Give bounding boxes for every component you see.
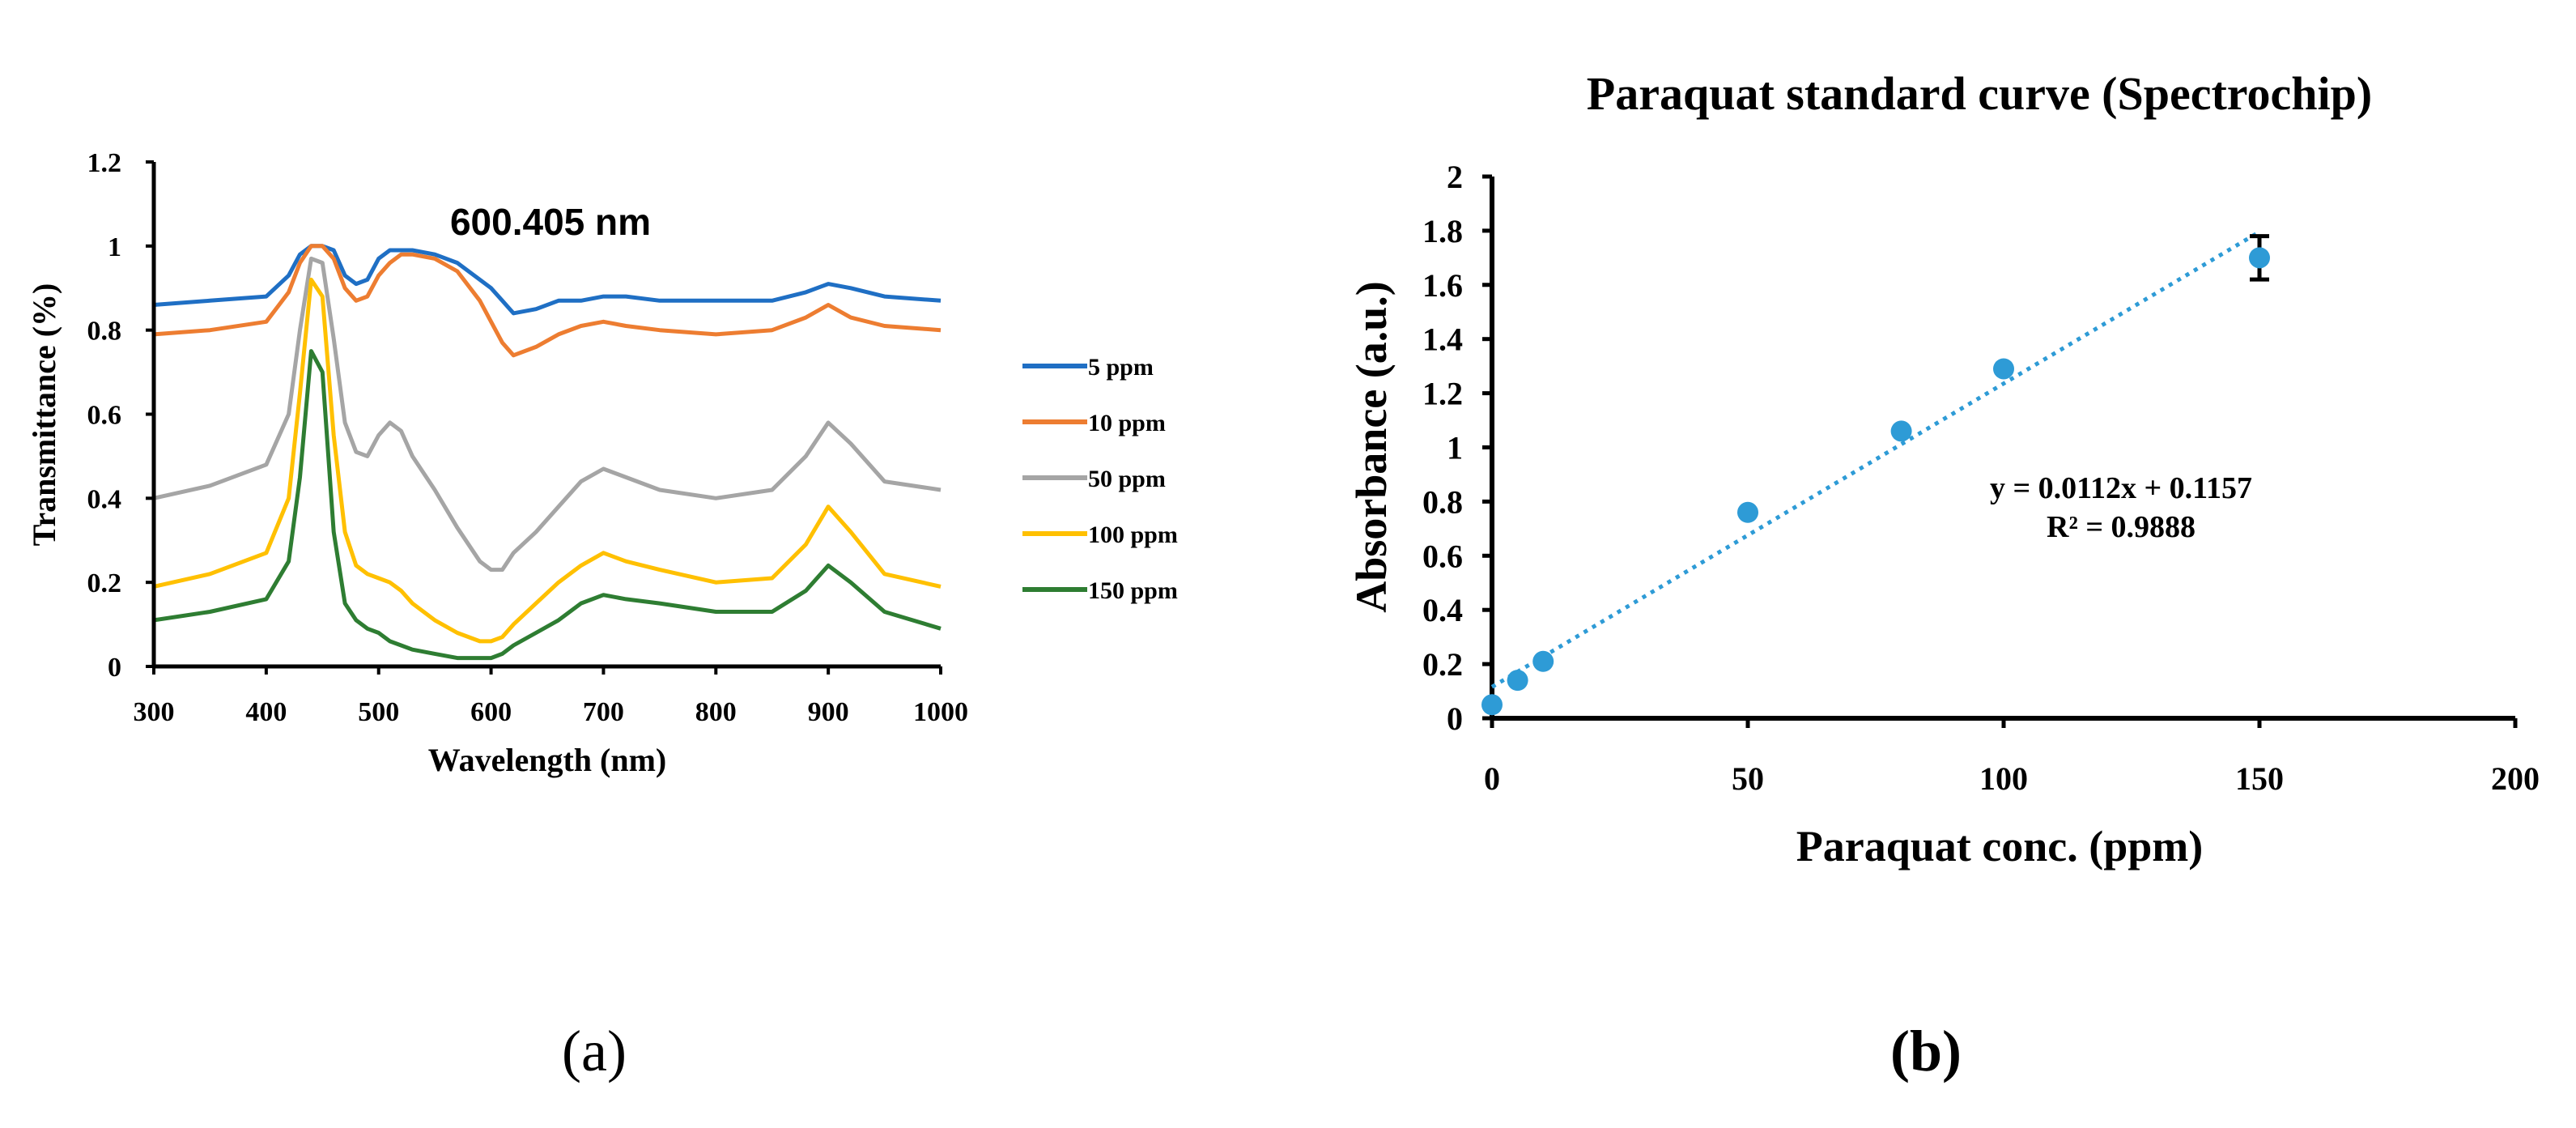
panel-a-x-tick-label: 700 [583, 697, 624, 727]
panel-b-equation: y = 0.0112x + 0.1157 [1990, 471, 2252, 505]
panel-a-y-tick-label: 0.8 [87, 317, 122, 347]
panel-b-y-tick-label: 1 [1447, 430, 1463, 466]
legend-label: 50 ppm [1088, 466, 1166, 492]
panel-b-y-tick-label: 1.8 [1422, 213, 1463, 249]
series-line-150-ppm [153, 349, 942, 661]
panel-a-y-tick-label: 0.6 [87, 401, 122, 431]
legend-label: 150 ppm [1088, 577, 1178, 604]
panel-b-y-tick-label: 0.6 [1422, 538, 1463, 574]
data-point [2249, 247, 2270, 269]
data-point [1890, 420, 1912, 442]
panel-b-y-tick-label: 1.2 [1422, 376, 1463, 412]
panel-b-x-tick-label: 100 [1979, 760, 2028, 797]
panel-a-ticks: 0 0.2 0.4 0.6 0.8 1 1.2 300 400 500 600 700 800 900 10… [87, 148, 969, 727]
panel-a-legend: 5 ppm 10 ppm 50 ppm 100 ppm 150 ppm [1022, 354, 1178, 604]
panel-b-x-tick-label: 50 [1732, 760, 1764, 797]
panel-a-y-tick-label: 1 [108, 232, 121, 262]
panel-a-annotation: 600.405 nm [450, 201, 651, 243]
series-line-10-ppm [153, 244, 942, 358]
panel-a-y-tick-label: 1.2 [87, 148, 122, 178]
panel-b-y-tick-label: 0.4 [1422, 592, 1463, 628]
legend-label: 100 ppm [1088, 521, 1178, 548]
series-line-100-ppm [153, 277, 942, 644]
data-point [1507, 670, 1528, 692]
panel-b-label: (b) [1890, 1019, 1962, 1083]
panel-a-x-tick-label: 400 [245, 697, 287, 727]
panel-b-ticks: 0 0.2 0.4 0.6 0.8 1 1.2 1.4 1.6 1.8 2 0 50 100 150 200 [1422, 159, 2540, 797]
panel-a-x-tick-label: 300 [134, 697, 175, 727]
panel-b-points [1481, 234, 2270, 716]
panel-b-trendline-group [1490, 230, 2261, 689]
panel-a: 0 0.2 0.4 0.6 0.8 1 1.2 300 400 500 600 700 800 900 10… [26, 148, 1178, 1083]
panel-b-x-tick-label: 200 [2491, 760, 2540, 797]
panel-b-y-tick-label: 1.6 [1422, 267, 1463, 304]
panel-a-x-tick-label: 600 [470, 697, 512, 727]
panel-b-title: Paraquat standard curve (Spectrochip) [1587, 67, 2372, 120]
data-point [1481, 694, 1503, 716]
panel-a-y-tick-label: 0.2 [87, 568, 122, 598]
series-line-50-ppm [153, 256, 942, 573]
data-point [1737, 501, 1758, 523]
panel-b-y-tick-label: 0.8 [1422, 483, 1463, 520]
panel-b-y-tick-label: 1.4 [1422, 321, 1463, 358]
panel-a-x-label: Wavelength (nm) [428, 742, 666, 778]
panel-b-r-squared: R² = 0.9888 [2047, 510, 2196, 544]
panel-a-series [153, 244, 942, 661]
panel-b: Paraquat standard curve (Spectrochip) 00… [1347, 67, 2540, 1083]
panel-b-y-tick-label: 0 [1447, 700, 1463, 737]
series-line-5-ppm [153, 244, 942, 316]
panel-a-x-tick-label: 1000 [913, 697, 968, 727]
panel-a-y-label: Transmittance (%) [26, 283, 62, 547]
panel-a-x-tick-label: 800 [695, 697, 737, 727]
data-point [1532, 650, 1554, 672]
panel-b-y-label: Absorbance (a.u.) [1347, 281, 1396, 613]
panel-a-x-tick-label: 500 [358, 697, 399, 727]
panel-a-y-tick-label: 0.4 [87, 484, 122, 514]
panel-a-y-tick-label: 0 [108, 653, 121, 683]
panel-a-label: (a) [562, 1019, 627, 1083]
data-point [1993, 358, 2014, 380]
panel-b-x-tick-label: 150 [2235, 760, 2284, 797]
legend-label: 5 ppm [1088, 354, 1154, 381]
panel-b-x-tick-label: 0 [1484, 760, 1500, 797]
panel-b-y-tick-label: 2 [1447, 159, 1463, 195]
panel-b-x-label: Paraquat conc. (ppm) [1796, 822, 2203, 870]
legend-label: 10 ppm [1088, 410, 1166, 436]
trendline [1490, 230, 2261, 689]
panel-a-x-tick-label: 900 [808, 697, 849, 727]
panel-b-y-tick-label: 0.2 [1422, 646, 1463, 683]
